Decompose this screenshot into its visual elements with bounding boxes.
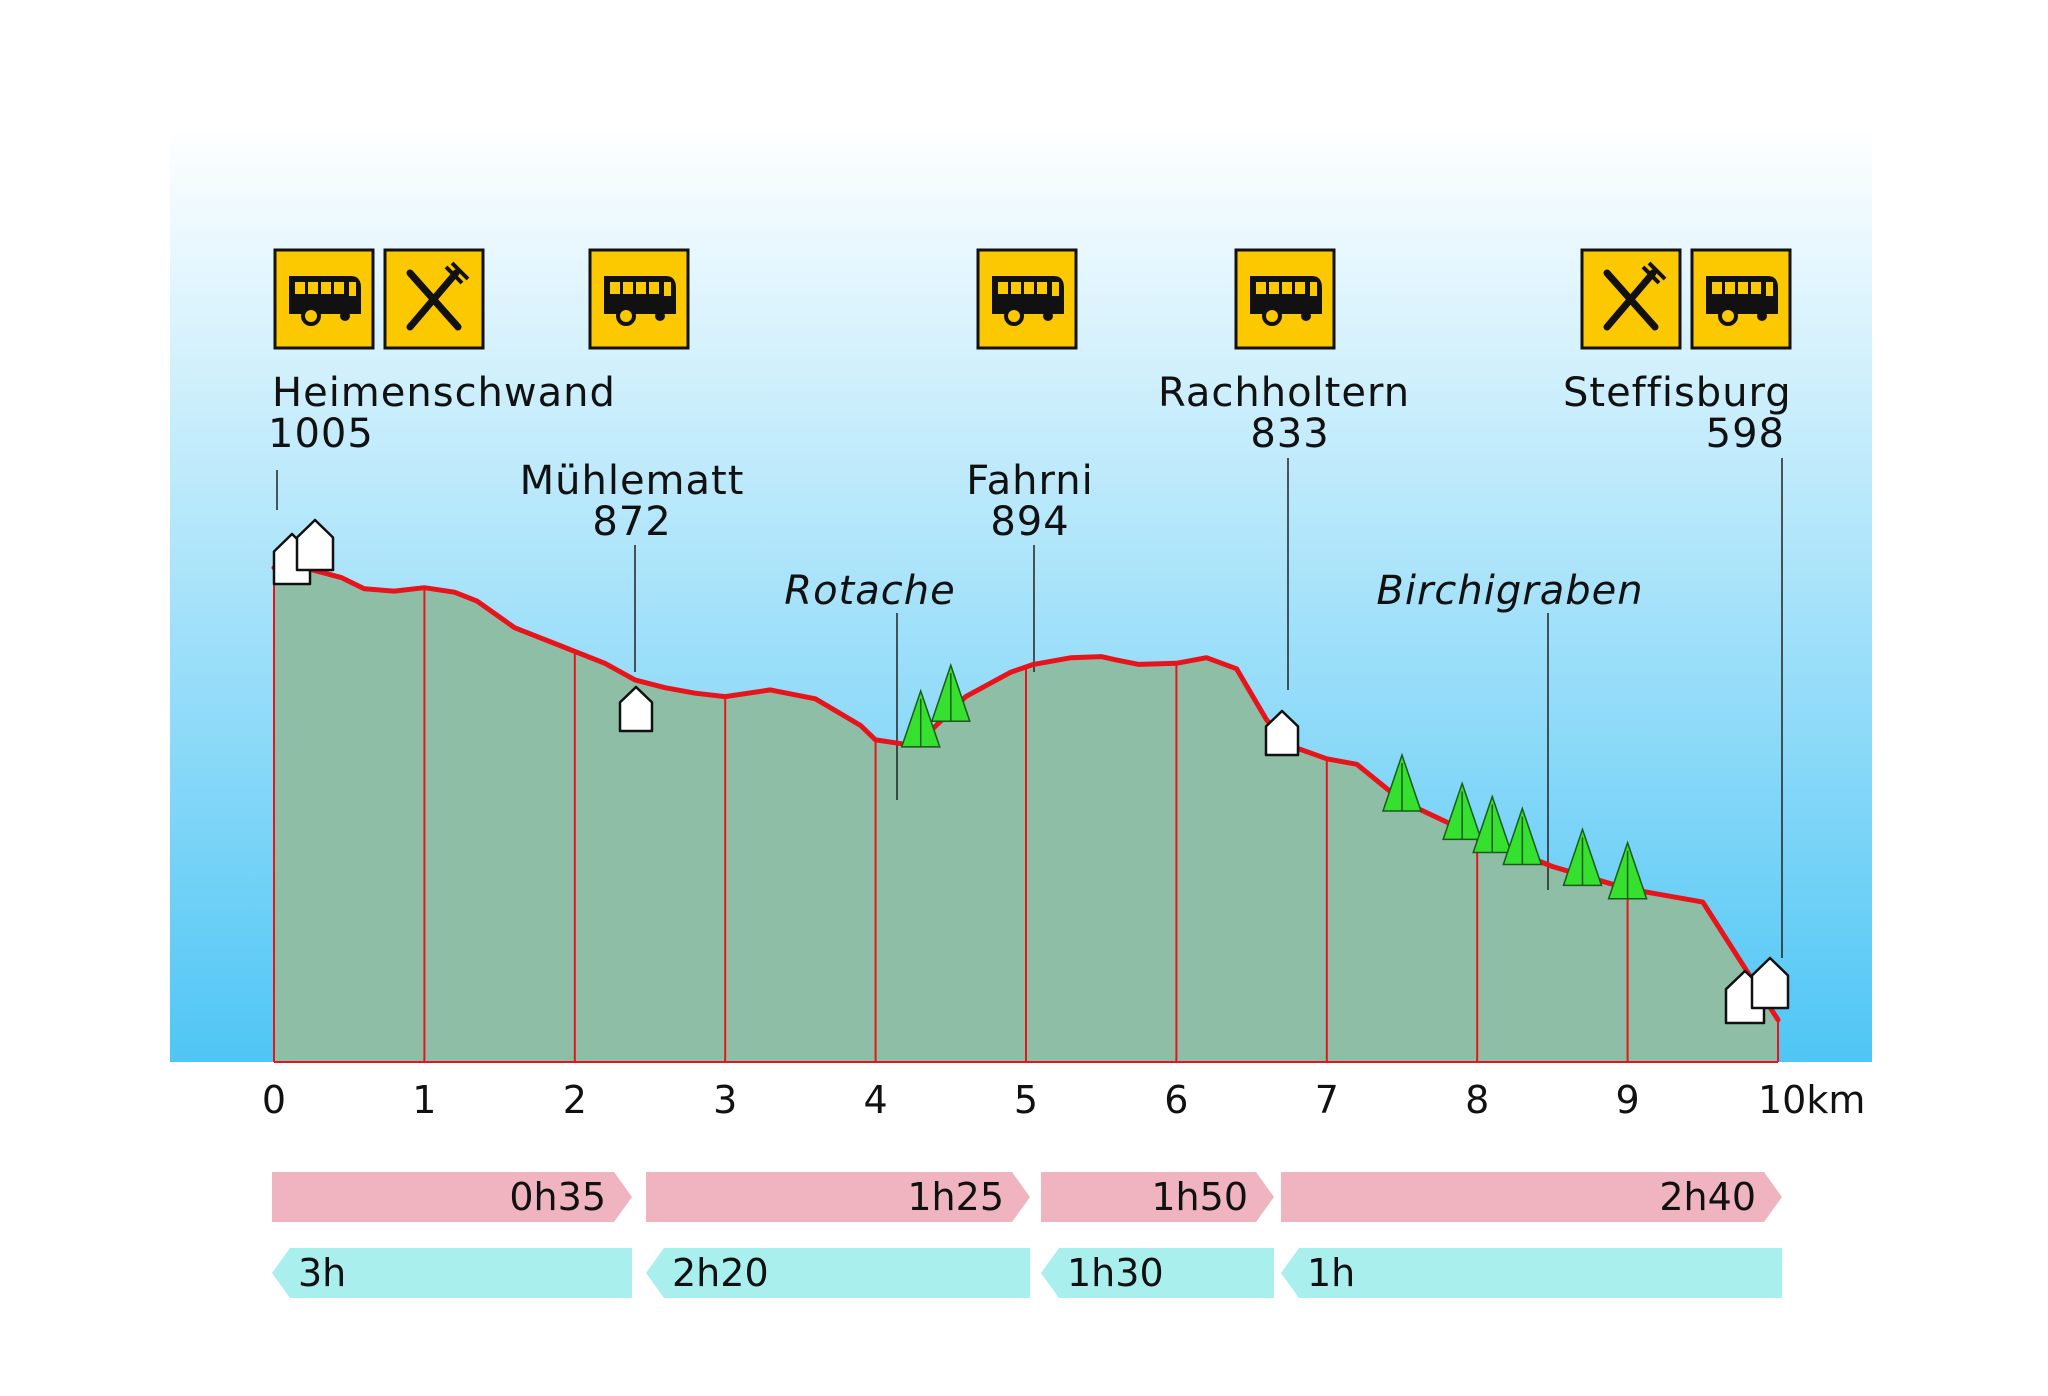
return-time-label: 1h	[1307, 1251, 1355, 1295]
house-icon	[1264, 709, 1300, 757]
bus-wheel	[1718, 306, 1738, 326]
fork-tines	[1641, 261, 1667, 285]
place-name-heimenschwand: Heimenschwand	[272, 370, 616, 416]
place-elevation: 833	[1250, 411, 1329, 457]
bus-window	[1310, 282, 1317, 296]
bus-wheel	[655, 311, 665, 321]
x-tick-label: 2	[563, 1078, 587, 1122]
bus-window	[1011, 282, 1021, 294]
house-icon	[1750, 956, 1790, 1010]
forward-arrow-shape	[646, 1172, 1030, 1222]
x-tick-label: 5	[1014, 1078, 1038, 1122]
bus-wheel	[1262, 306, 1282, 326]
bus-window	[1282, 282, 1292, 294]
return-time-label: 1h30	[1067, 1251, 1164, 1295]
return-arrow-shape	[1281, 1248, 1782, 1298]
bus-wheel	[1757, 311, 1767, 321]
forward-time-arrow: 1h25	[646, 1172, 1030, 1222]
return-time-arrow: 2h20	[646, 1248, 1030, 1298]
return-arrow-shape	[1041, 1248, 1274, 1298]
forward-time-label: 0h35	[509, 1175, 606, 1219]
bus-window	[1052, 282, 1059, 296]
bus-window	[334, 282, 344, 294]
bus-window	[1024, 282, 1034, 294]
bus-wheel	[301, 306, 321, 326]
bus-wheel	[1043, 311, 1053, 321]
bus-window	[1269, 282, 1279, 294]
return-time-label: 2h20	[672, 1251, 769, 1295]
return-time-arrow: 1h	[1281, 1248, 1782, 1298]
house-icon	[618, 685, 654, 733]
house-icon	[295, 518, 335, 572]
bus-icon	[273, 248, 375, 350]
forward-time-arrow: 0h35	[272, 1172, 632, 1222]
x-tick-label: 1	[412, 1078, 436, 1122]
fork-handle	[1603, 269, 1657, 331]
return-time-arrow: 1h30	[1041, 1248, 1274, 1298]
forward-time-label: 1h50	[1151, 1175, 1248, 1219]
place-name-steffisburg: Steffisburg	[1563, 370, 1792, 416]
forward-arrow-shape	[1041, 1172, 1274, 1222]
x-tick-label: 10km	[1758, 1078, 1865, 1122]
restaurant-icon	[1580, 248, 1682, 350]
bus-window	[664, 282, 671, 296]
fork-tines	[444, 261, 470, 285]
x-tick-label: 3	[713, 1078, 737, 1122]
place-elevation: 1005	[268, 411, 374, 457]
bus-window	[1751, 282, 1761, 294]
bus-window	[610, 282, 620, 294]
restaurant-icon	[383, 248, 485, 350]
forward-arrow-shape	[1281, 1172, 1782, 1222]
bus-wheel	[616, 306, 636, 326]
x-tick-label: 4	[864, 1078, 888, 1122]
bus-window	[321, 282, 331, 294]
place-elevation: 598	[1706, 411, 1785, 457]
feature-label: Rotache	[784, 568, 955, 614]
return-arrow-shape	[272, 1248, 632, 1298]
bus-icon	[1234, 248, 1336, 350]
bus-window	[1712, 282, 1722, 294]
bus-window	[308, 282, 318, 294]
bus-window	[636, 282, 646, 294]
place-name-fahrni: Fahrni	[966, 458, 1093, 504]
place-name-rachholtern: Rachholtern	[1158, 370, 1410, 416]
x-tick-label: 9	[1616, 1078, 1640, 1122]
bus-wheel	[340, 311, 350, 321]
bus-window	[349, 282, 356, 296]
forward-time-arrow: 2h40	[1281, 1172, 1782, 1222]
bus-window	[1037, 282, 1047, 294]
return-time-label: 3h	[298, 1251, 346, 1295]
bus-window	[1295, 282, 1305, 294]
return-time-arrow: 3h	[272, 1248, 632, 1298]
x-tick-label: 6	[1164, 1078, 1188, 1122]
x-tick-label: 7	[1315, 1078, 1339, 1122]
bus-window	[1738, 282, 1748, 294]
place-elevation: 894	[990, 499, 1069, 545]
forward-time-label: 2h40	[1659, 1175, 1756, 1219]
bus-wheel	[1004, 306, 1024, 326]
bus-window	[623, 282, 633, 294]
bus-wheel	[1301, 311, 1311, 321]
feature-label: Birchigraben	[1376, 568, 1643, 614]
x-tick-label: 0	[262, 1078, 286, 1122]
bus-window	[1256, 282, 1266, 294]
forward-time-label: 1h25	[907, 1175, 1004, 1219]
bus-icon	[1690, 248, 1792, 350]
bus-icon	[976, 248, 1078, 350]
bus-window	[1766, 282, 1773, 296]
place-elevation: 872	[592, 499, 671, 545]
bus-window	[295, 282, 305, 294]
x-tick-label: 8	[1465, 1078, 1489, 1122]
bus-window	[649, 282, 659, 294]
return-arrow-shape	[646, 1248, 1030, 1298]
forward-time-arrow: 1h50	[1041, 1172, 1274, 1222]
bus-icon	[588, 248, 690, 350]
place-name-mühlematt: Mühlematt	[520, 458, 745, 504]
forward-arrow-shape	[272, 1172, 632, 1222]
fork-handle	[406, 269, 460, 331]
bus-window	[1725, 282, 1735, 294]
bus-window	[998, 282, 1008, 294]
